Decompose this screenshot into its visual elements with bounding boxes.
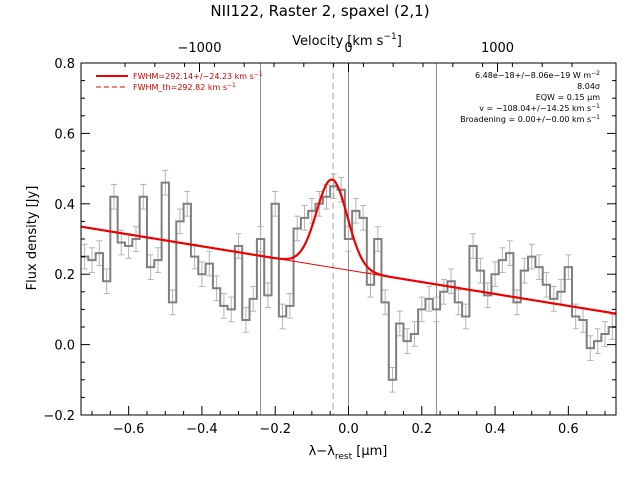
legend-label: FWHM=292.14+/−24.23 km s	[133, 72, 254, 81]
legend-label: FWHM_th=292.82 km s	[133, 83, 227, 92]
y-tick-label: 0.2	[54, 268, 75, 283]
legend-item: FWHM_th=292.82 km s−1	[133, 82, 236, 92]
top-tick-label: 0	[344, 41, 352, 56]
top-tick-label: 1000	[481, 41, 514, 56]
fit-annotations: 6.48e−18+/−8.06e−19 W m−2 8.04σ EQW = 0.15…	[460, 70, 600, 124]
legend-label-sup: −1	[227, 82, 236, 89]
y-tick-label: 0.0	[54, 339, 75, 354]
x-tick-label: 0.2	[411, 422, 432, 437]
x-tick-label: −0.4	[186, 422, 218, 437]
top-tick-label: −1000	[178, 41, 222, 56]
annotation-text: 8.04σ	[577, 82, 600, 91]
legend-item: FWHM=292.14+/−24.23 km s−1	[133, 71, 263, 81]
y-tick-label: −0.2	[43, 409, 75, 424]
y-tick-label: 0.8	[54, 57, 75, 72]
x-axis-label-unit: [μm]	[352, 444, 387, 459]
x-axis-label-sub: rest	[335, 452, 353, 462]
annotation-text: 6.48e−18+/−8.06e−19 W m	[475, 71, 591, 80]
svg-text:λ−λrest [μm]: λ−λrest [μm]	[309, 444, 388, 462]
top-axis-label-end: ]	[397, 34, 402, 49]
y-tick-label: 0.4	[54, 198, 75, 213]
fit-annotation: v = −108.04+/−14.25 km s−1	[479, 103, 600, 113]
y-axis-title: Flux density [Jy]	[25, 186, 40, 291]
fit-annotation: Broadening = 0.00+/−0.00 km s−1	[460, 114, 600, 124]
annotation-sup: −1	[591, 114, 600, 121]
legend: FWHM=292.14+/−24.23 km s−1FWHM_th=292.82…	[96, 71, 263, 92]
y-tick-label: 0.6	[54, 127, 75, 142]
top-axis-label-sup: −1	[383, 32, 396, 42]
x-axis-label: λ−λ	[309, 444, 336, 459]
annotation-sup: −2	[591, 70, 600, 77]
plot-area	[81, 169, 616, 393]
fit-annotation: EQW = 0.15 μm	[536, 93, 600, 102]
spectrum-histogram	[81, 181, 616, 381]
top-axis-title: Velocity [km s−1]	[292, 32, 402, 49]
annotation-sup: −1	[591, 103, 600, 110]
fit-annotation: 6.48e−18+/−8.06e−19 W m−2	[475, 70, 600, 80]
x-tick-label: −0.6	[113, 422, 145, 437]
x-tick-label: 0.0	[338, 422, 359, 437]
x-axis-title: λ−λrest [μm]	[309, 444, 388, 462]
gaussian-fit-line	[81, 178, 616, 315]
legend-label-sup: −1	[254, 71, 263, 78]
top-axis-label: Velocity [km s	[292, 34, 384, 49]
annotation-text: EQW = 0.15 μm	[536, 93, 600, 102]
chart-title: NII122, Raster 2, spaxel (2,1)	[210, 2, 429, 20]
annotation-text: Broadening = 0.00+/−0.00 km s	[460, 115, 591, 124]
axis-ticks: −0.6 −0.4 −0.2 0.0 0.2 0.4 0.6 −0.2 0.0 0.2 0.4 0.6…	[43, 41, 616, 437]
x-tick-label: 0.4	[485, 422, 506, 437]
x-tick-label: −0.2	[259, 422, 291, 437]
x-tick-label: 0.6	[558, 422, 579, 437]
svg-text:Velocity [km s−1]: Velocity [km s−1]	[292, 32, 402, 49]
annotation-text: v = −108.04+/−14.25 km s	[479, 104, 591, 113]
fit-annotation: 8.04σ	[577, 82, 600, 91]
